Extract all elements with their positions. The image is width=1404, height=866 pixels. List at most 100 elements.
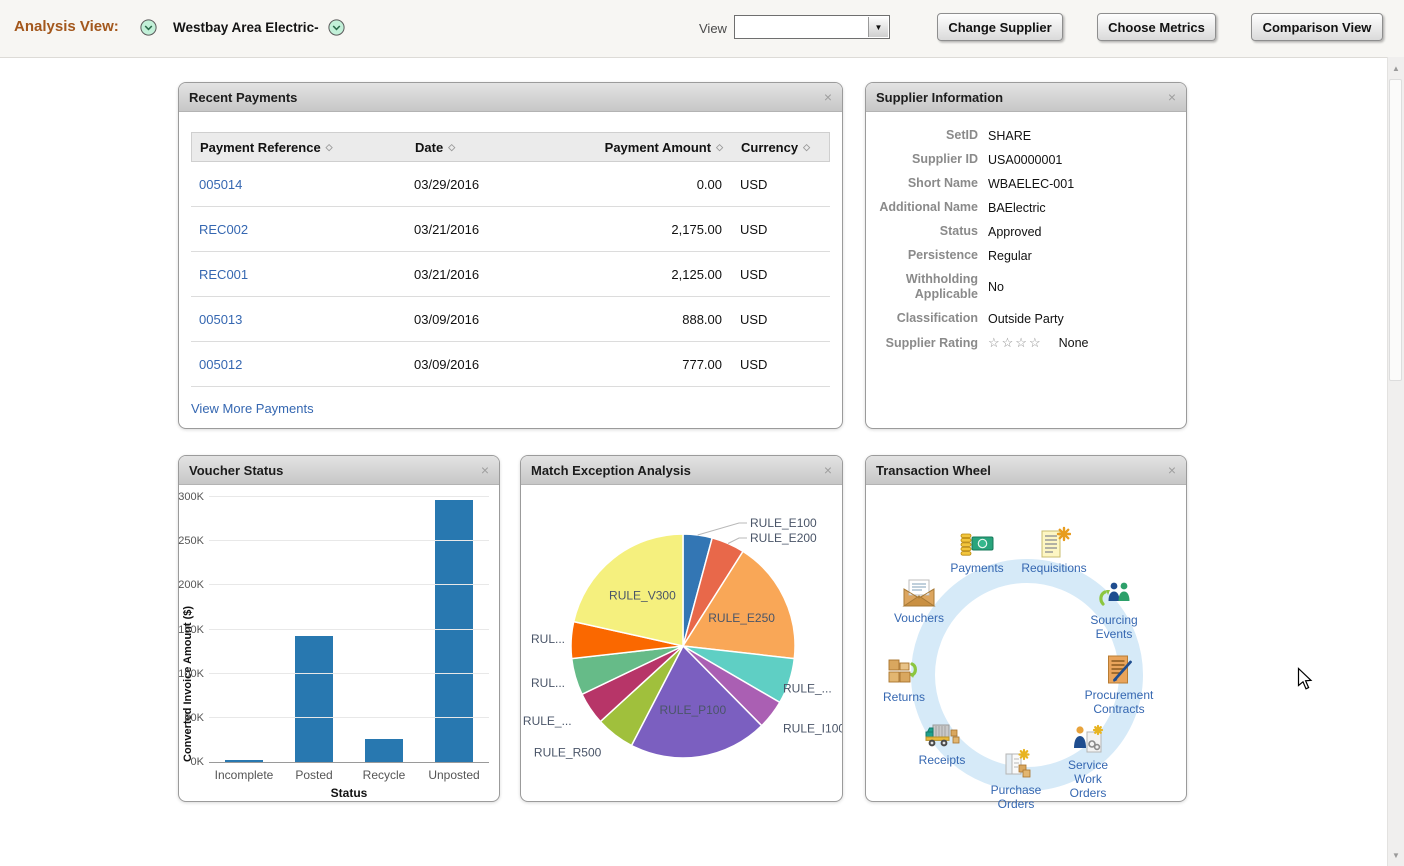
choose-metrics-button[interactable]: Choose Metrics (1097, 13, 1216, 41)
supplier-information-title: Supplier Information (876, 89, 1004, 105)
payment-amount-cell: 2,125.00 (671, 266, 722, 282)
sort-icon[interactable]: ◇ (448, 141, 456, 152)
scroll-up-icon[interactable]: ▲ (1392, 63, 1400, 73)
wheel-item-returns[interactable]: Returns (864, 655, 944, 705)
wheel-item-label: Vouchers (893, 611, 945, 625)
payment-date-cell: 03/09/2016 (414, 311, 480, 327)
view-select[interactable]: ▼ (734, 15, 890, 39)
x-tick-label: Posted (295, 768, 333, 782)
scroll-down-icon[interactable]: ▼ (1392, 850, 1400, 860)
y-tick-label: 200K (178, 579, 204, 592)
wheel-item-procurement-contracts[interactable]: Procurement Contracts (1072, 653, 1167, 717)
top-toolbar: Analysis View: Westbay Area Electric- Vi… (0, 0, 1404, 58)
payment-reference-link[interactable]: REC001 (199, 266, 249, 282)
pie-leader-line (697, 522, 747, 536)
payments-table-body: 005014 03/29/2016 0.00 USD REC002 03/21/2016 2… (191, 162, 830, 387)
table-header-cell-date[interactable]: Date ◇ (407, 140, 597, 155)
pie-label: RULE_V300 (609, 588, 676, 602)
close-icon[interactable]: × (823, 462, 832, 478)
sourcing-events-icon (1097, 578, 1131, 612)
bar-slot (419, 497, 489, 762)
bar-posted (295, 636, 333, 762)
column-label: Payment Reference (200, 139, 321, 155)
wheel-item-payments[interactable]: Payments (932, 526, 1022, 576)
y-tick-label: 150K (178, 623, 204, 636)
bar-recycle (365, 739, 403, 762)
wheel-item-requisitions[interactable]: Requisitions (1004, 526, 1104, 576)
field-value: Regular (988, 248, 1032, 263)
analysis-view-dropdown-icon[interactable] (140, 19, 157, 36)
field-label: Classification (896, 311, 978, 325)
payment-currency-cell: USD (740, 266, 768, 282)
view-select-arrow-icon[interactable]: ▼ (868, 17, 888, 37)
close-icon[interactable]: × (823, 89, 832, 105)
transaction-wheel-title: Transaction Wheel (876, 462, 991, 478)
table-row: 005014 03/29/2016 0.00 USD (191, 162, 830, 207)
x-tick-label: Recycle (362, 768, 406, 782)
wheel-body: Payments Requisitions Sourcing Events Procu… (864, 485, 1186, 811)
payments-table-header: Payment Reference ◇ Date ◇ Payment Amount ◇ Cu… (191, 132, 830, 162)
wheel-item-service-work-orders[interactable]: Service Work Orders (1059, 723, 1117, 800)
vertical-scrollbar[interactable]: ▲ ▼ (1387, 57, 1404, 866)
supplier-information-panel: Supplier Information × SetID SHARE Supplie… (865, 82, 1187, 429)
bar-slot (209, 497, 279, 762)
supplier-name-label: Westbay Area Electric- (173, 20, 319, 35)
sort-icon[interactable]: ◇ (325, 141, 333, 152)
view-more-payments-link[interactable]: View More Payments (191, 401, 314, 416)
field-label: Supplier Rating (885, 335, 978, 350)
change-supplier-button[interactable]: Change Supplier (937, 13, 1063, 41)
field-value: ☆☆☆☆ None (988, 335, 1089, 351)
pie-slice-rule-p100 (630, 644, 763, 759)
close-icon[interactable]: × (480, 462, 489, 478)
voucher-xlabels: Incomplete Posted Recycle Unposted (209, 768, 489, 782)
payment-amount-cell: 0.00 (696, 176, 722, 192)
close-icon[interactable]: × (1167, 89, 1176, 105)
payment-currency-cell: USD (740, 356, 768, 372)
purchase-orders-icon (999, 748, 1033, 782)
field-value: USA0000001 (988, 152, 1063, 167)
y-tick-label: 250K (178, 535, 204, 548)
transaction-wheel-panel: Transaction Wheel × Payments Requisitions… (864, 455, 1187, 811)
requisitions-icon (1037, 526, 1071, 560)
payment-reference-link[interactable]: 005013 (199, 311, 243, 327)
field-value: BAElectric (988, 200, 1046, 215)
pie-label: RULE_P100 (659, 703, 726, 717)
wheel-item-receipts[interactable]: Receipts (902, 718, 982, 768)
close-icon[interactable]: × (1167, 462, 1176, 478)
field-label: Persistence (907, 248, 978, 262)
table-header-cell-payment-reference[interactable]: Payment Reference ◇ (192, 140, 407, 155)
voucher-status-chart: Converted Invoice Amount ($) 0K 50K 100K 15… (178, 485, 499, 802)
wheel-item-label: Procurement Contracts (1084, 688, 1154, 716)
match-exception-title: Match Exception Analysis (531, 462, 691, 478)
table-header-cell-currency[interactable]: Currency ◇ (727, 140, 817, 155)
pie-label: RULE_E100 (750, 516, 817, 530)
sort-icon[interactable]: ◇ (716, 141, 723, 152)
supplier-dropdown-icon[interactable] (328, 19, 345, 36)
table-header-cell-payment-amount[interactable]: Payment Amount ◇ (597, 140, 727, 155)
rating-stars-icon: ☆☆☆☆ (988, 335, 1043, 350)
pie-slice-rule-e250 (681, 550, 796, 660)
recent-payments-panel-header: Recent Payments × (179, 83, 842, 112)
payment-amount-cell: 777.00 (682, 356, 722, 372)
pie-label: RULE_... (523, 714, 572, 728)
field-label: Additional Name (879, 200, 978, 214)
wheel-item-label: Service Work Orders (1067, 758, 1108, 800)
wheel-item-purchase-orders[interactable]: Purchase Orders (982, 748, 1050, 812)
payment-reference-link[interactable]: 005012 (199, 356, 243, 372)
y-tick-label: 300K (178, 491, 204, 503)
wheel-item-sourcing-events[interactable]: Sourcing Events (1079, 578, 1149, 642)
scrollbar-thumb[interactable] (1389, 79, 1402, 381)
supplier-field-row-classification: Classification Outside Party (876, 311, 1176, 326)
sort-icon[interactable]: ◇ (803, 141, 810, 152)
payment-reference-link[interactable]: 005014 (199, 176, 243, 192)
comparison-view-button[interactable]: Comparison View (1251, 13, 1383, 41)
y-tick-label: 100K (178, 667, 204, 680)
wheel-item-vouchers[interactable]: Vouchers (874, 576, 964, 626)
payment-reference-link[interactable]: REC002 (199, 221, 249, 237)
supplier-fields: SetID SHARE Supplier ID USA0000001 Short Nam… (866, 112, 1186, 351)
x-tick-label: Incomplete (214, 768, 274, 782)
field-label: Status (939, 224, 978, 238)
vouchers-icon (901, 576, 937, 610)
supplier-field-row-short-name: Short Name WBAELEC-001 (876, 176, 1176, 191)
